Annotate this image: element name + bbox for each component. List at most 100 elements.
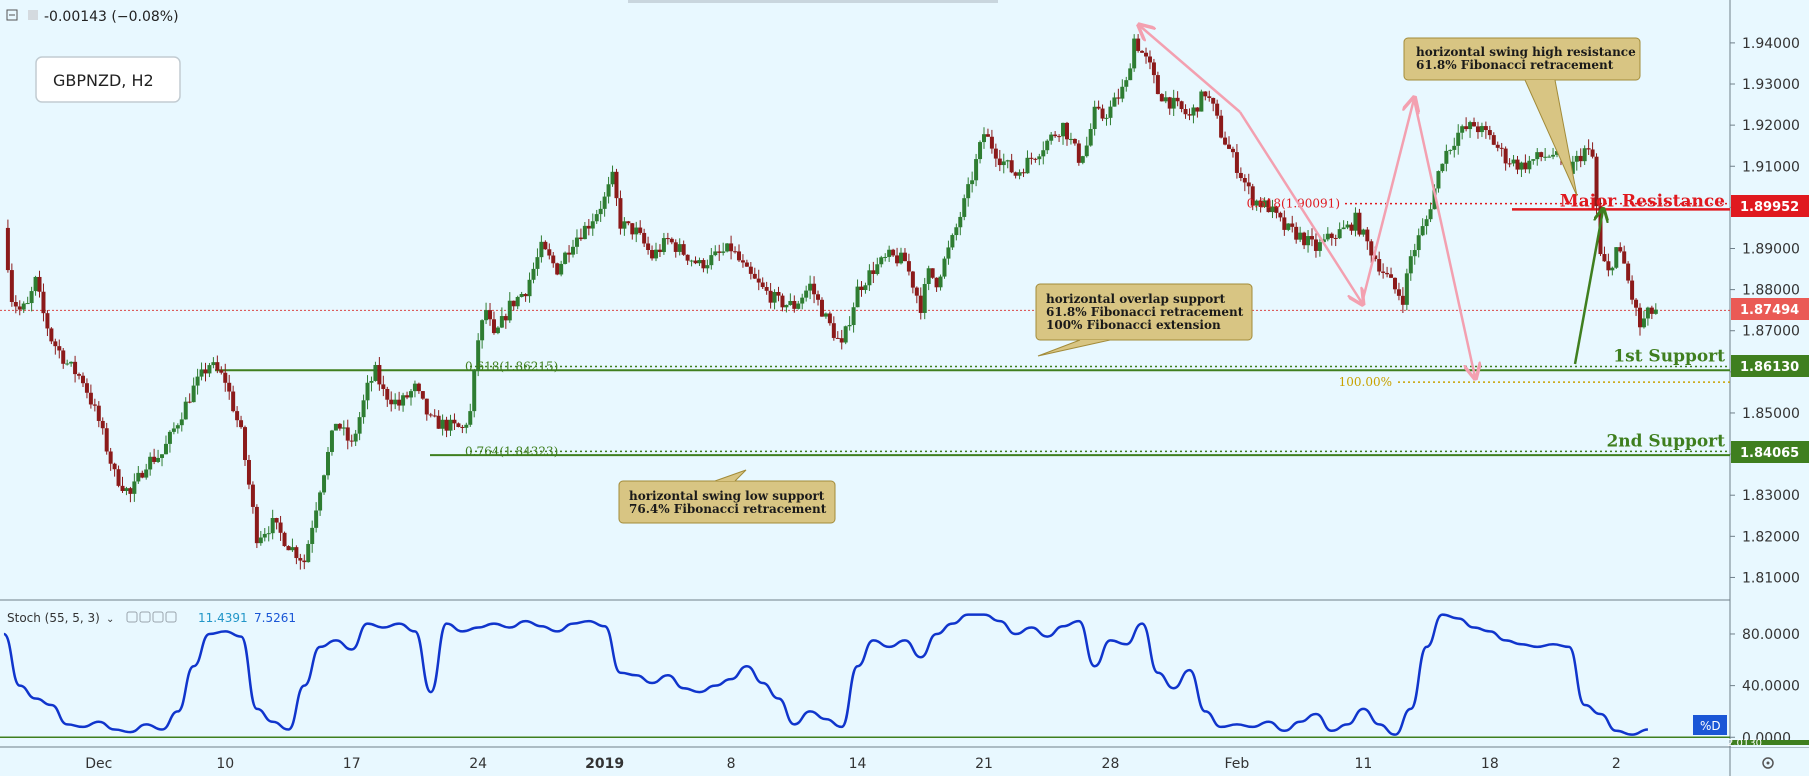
candle[interactable] [673,242,678,252]
candle[interactable] [41,291,46,314]
candle[interactable] [1606,261,1611,271]
candle[interactable] [859,286,864,291]
candle[interactable] [1310,236,1314,240]
candle[interactable] [136,472,141,482]
candle[interactable] [1306,236,1311,246]
candle[interactable] [1100,108,1105,119]
candle[interactable] [1329,233,1334,238]
candle[interactable] [294,547,299,559]
candle[interactable] [887,249,892,257]
candle[interactable] [306,543,311,563]
candle[interactable] [1645,307,1650,319]
candle[interactable] [507,300,512,321]
candle[interactable] [602,196,607,209]
candle[interactable] [243,427,248,460]
candle[interactable] [571,246,576,255]
candle[interactable] [1317,242,1322,251]
candle[interactable] [171,428,176,432]
candle[interactable] [13,301,18,307]
candle[interactable] [25,303,30,305]
candle[interactable] [167,431,172,444]
candle[interactable] [1570,161,1575,174]
candle[interactable] [1262,200,1267,207]
candle[interactable] [1037,156,1042,160]
candle[interactable] [1622,251,1627,264]
candle[interactable] [922,283,927,313]
candle[interactable] [73,361,78,375]
candle[interactable] [1325,233,1330,240]
candle[interactable] [1321,239,1326,243]
candle[interactable] [914,287,919,296]
candle[interactable] [128,488,133,494]
candle[interactable] [104,428,109,452]
candle[interactable] [578,237,583,240]
candle[interactable] [1543,156,1548,158]
candle[interactable] [9,270,14,302]
candle[interactable] [1266,200,1271,213]
candle[interactable] [1147,56,1152,63]
candle[interactable] [17,306,22,310]
candle[interactable] [163,443,168,455]
candle[interactable] [855,286,860,308]
candle[interactable] [1634,299,1639,308]
candle[interactable] [1345,224,1350,228]
candle[interactable] [851,307,856,326]
candle[interactable] [5,227,10,271]
candle[interactable] [1400,295,1405,305]
candle[interactable] [329,430,334,452]
candle[interactable] [140,472,145,478]
candle[interactable] [1460,126,1465,133]
candle[interactable] [1163,97,1168,102]
candle[interactable] [1203,91,1208,97]
candle[interactable] [326,451,330,476]
candle[interactable] [1128,68,1133,81]
candle[interactable] [298,558,303,561]
candle[interactable] [788,300,793,305]
candle[interactable] [1195,107,1200,112]
candle[interactable] [1349,224,1354,231]
candle[interactable] [1286,223,1291,230]
candle[interactable] [266,533,271,535]
candle[interactable] [1337,229,1342,239]
candle[interactable] [614,171,619,199]
candle[interactable] [1479,126,1484,133]
candle[interactable] [1088,129,1093,146]
candle[interactable] [966,184,971,199]
candle[interactable] [1057,136,1062,138]
candle[interactable] [1511,159,1516,164]
candle[interactable] [1594,156,1599,207]
candle[interactable] [654,249,658,259]
candle[interactable] [567,252,572,255]
candle[interactable] [1298,232,1303,240]
candle[interactable] [899,252,904,264]
time-axis[interactable]: Dec 10 17 24 2019 8 14 21 28 Feb 11 18 2 [85,756,1621,772]
candle[interactable] [408,391,413,398]
candle[interactable] [1238,172,1243,179]
candle[interactable] [1061,122,1066,137]
candle[interactable] [80,375,85,384]
candle[interactable] [1626,263,1631,281]
candle[interactable] [219,370,224,373]
candle[interactable] [618,198,623,229]
candle[interactable] [1365,229,1370,242]
candle[interactable] [274,518,279,523]
candle[interactable] [780,295,785,308]
candle[interactable] [606,184,611,197]
candle[interactable] [144,469,149,478]
candle[interactable] [199,369,204,377]
candle[interactable] [49,328,54,342]
candle[interactable] [515,296,520,307]
candle[interactable] [1531,159,1536,161]
candle[interactable] [827,313,832,324]
candle[interactable] [57,346,62,351]
candle[interactable] [397,399,402,406]
candle[interactable] [1440,163,1445,172]
candle[interactable] [258,537,263,544]
candle[interactable] [1361,229,1366,235]
candle[interactable] [1586,148,1591,150]
candle[interactable] [436,415,441,429]
candle[interactable] [1618,247,1623,252]
candle[interactable] [531,268,536,280]
candle[interactable] [349,440,354,442]
candle[interactable] [191,385,196,403]
